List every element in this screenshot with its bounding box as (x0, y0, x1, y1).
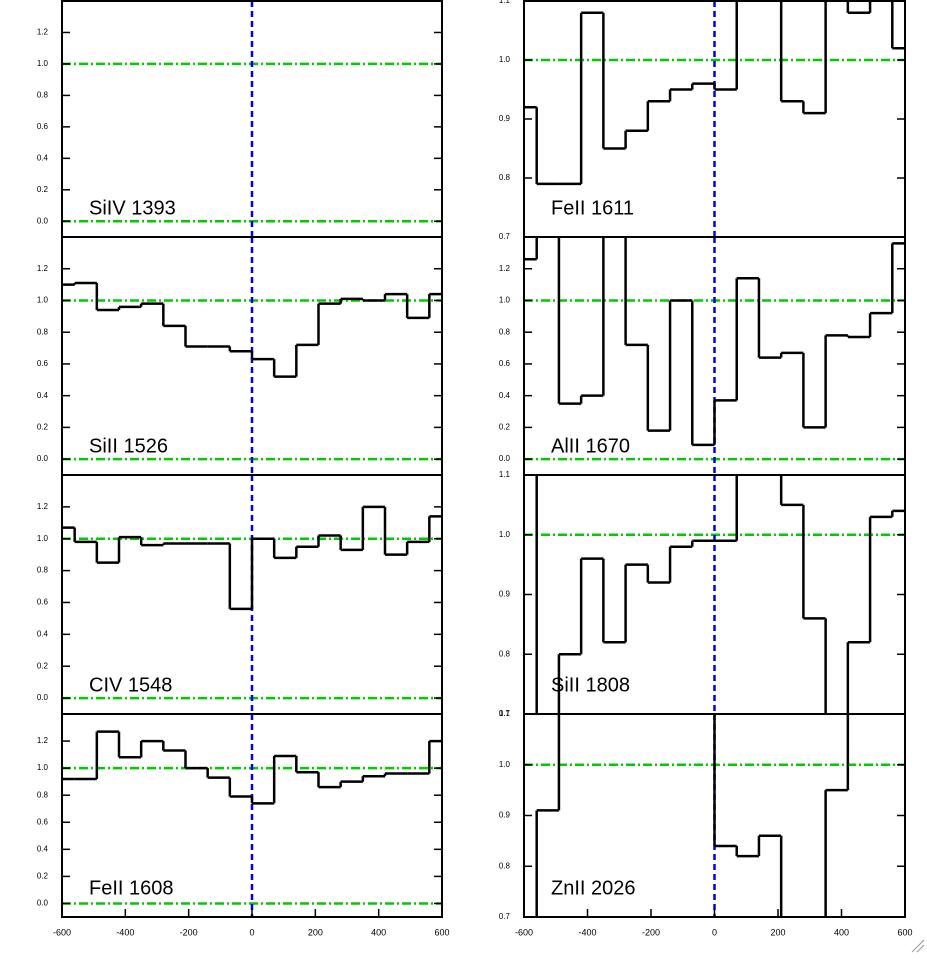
x-tick-label: 400 (371, 927, 386, 937)
y-tick-label: 0.8 (499, 861, 511, 870)
y-tick-label: 0.0 (499, 454, 511, 463)
y-tick-label: 1.0 (499, 296, 511, 305)
y-tick-label: 0.0 (37, 899, 49, 908)
x-tick-label: 600 (434, 927, 449, 937)
data-line (535, 475, 905, 714)
y-tick-label: 1.0 (499, 530, 511, 539)
panel-label: CIV 1548 (89, 674, 172, 696)
y-tick-label: 0.6 (37, 359, 49, 368)
y-tick-label: 1.2 (37, 264, 49, 273)
x-tick-label: -200 (642, 927, 660, 937)
y-tick-label: 0.2 (37, 423, 49, 432)
data-line (524, 1, 905, 186)
y-tick-label: 0.0 (37, 693, 49, 702)
data-line (62, 730, 442, 805)
panel-frame (523, 713, 906, 918)
x-tick-label: 0 (249, 927, 254, 937)
y-tick-label: 0.6 (37, 122, 49, 131)
y-tick-label: 1.0 (37, 296, 49, 305)
y-tick-label: 0.8 (499, 173, 511, 182)
y-tick-label: 0.4 (37, 391, 49, 400)
x-tick-label: -200 (180, 927, 198, 937)
panel-frame (61, 713, 443, 918)
y-tick-label: 0.8 (499, 649, 511, 658)
y-tick-label: 0.2 (37, 661, 49, 670)
panel-label: SiIV 1393 (89, 197, 176, 219)
y-tick-label: 0.9 (499, 114, 511, 123)
y-tick-label: 0.6 (499, 359, 511, 368)
y-tick-label: 1.2 (499, 264, 511, 273)
y-tick-label: 0.8 (37, 327, 49, 336)
y-tick-label: 0.8 (37, 91, 49, 100)
y-tick-label: 0.7 (499, 232, 511, 241)
y-tick-label: 0.6 (37, 817, 49, 826)
y-tick-label: 1.0 (37, 763, 49, 772)
y-tick-label: 1.2 (37, 28, 49, 37)
y-tick-label: 1.1 (499, 709, 511, 718)
x-tick-label: 200 (770, 927, 785, 937)
y-tick-label: 0.0 (37, 216, 49, 225)
panel: 0.0 0.2 0.4 0.6 0.8 1.0 1.2 -600 -400 -200 0 200 400… (37, 713, 450, 937)
y-tick-label: 0.2 (37, 185, 49, 194)
panel-label: AlII 1670 (551, 435, 630, 457)
data-line (62, 505, 442, 611)
x-tick-label: 400 (834, 927, 849, 937)
panel-label: FeII 1608 (89, 877, 174, 899)
y-tick-label: 1.1 (499, 0, 511, 5)
y-tick-label: 0.4 (37, 153, 49, 162)
y-tick-label: 1.0 (499, 760, 511, 769)
y-tick-label: 0.4 (499, 391, 511, 400)
x-tick-label: -400 (116, 927, 134, 937)
y-tick-label: 0.9 (499, 811, 511, 820)
y-tick-label: 1.0 (37, 534, 49, 543)
y-tick-label: 0.7 (499, 709, 511, 718)
panel: 0.0 0.2 0.4 0.6 0.8 1.0 1.2 AlII 1670 (499, 236, 906, 476)
y-tick-label: 0.4 (37, 844, 49, 853)
y-tick-label: 0.8 (499, 327, 511, 336)
y-tick-label: 0.0 (37, 454, 49, 463)
x-tick-label: 200 (308, 927, 323, 937)
x-tick-label: -600 (515, 927, 533, 937)
y-tick-label: 0.2 (37, 872, 49, 881)
resize-grip (911, 939, 925, 953)
y-tick-label: 1.2 (37, 736, 49, 745)
y-tick-label: 0.9 (499, 590, 511, 599)
y-tick-label: 0.7 (499, 912, 511, 921)
panel-label: SiII 1808 (551, 674, 630, 696)
panel: 0.7 0.8 0.9 1.0 1.1 FeII 1611 (499, 0, 906, 241)
data-line (524, 237, 905, 447)
x-tick-label: -400 (578, 927, 596, 937)
data-line (535, 714, 850, 917)
y-tick-label: 0.8 (37, 790, 49, 799)
panel-label: FeII 1611 (551, 197, 634, 219)
x-tick-label: -600 (53, 927, 71, 937)
panel: 0.0 0.2 0.4 0.6 0.8 1.0 1.2 SiIV 1393 (37, 0, 443, 238)
y-tick-label: 0.4 (37, 629, 49, 638)
y-tick-label: 1.1 (499, 470, 511, 479)
data-line (62, 281, 442, 378)
panel: 0.0 0.2 0.4 0.6 0.8 1.0 1.2 CIV 1548 (37, 474, 443, 715)
x-tick-label: 600 (897, 927, 912, 937)
y-tick-label: 1.0 (499, 55, 511, 64)
y-tick-label: 0.2 (499, 423, 511, 432)
y-tick-label: 0.6 (37, 598, 49, 607)
y-tick-label: 1.2 (37, 502, 49, 511)
panel: 0.0 0.2 0.4 0.6 0.8 1.0 1.2 SiII 1526 (37, 236, 443, 476)
panel: 0.7 0.8 0.9 1.0 1.1 SiII 1808 (499, 470, 906, 718)
panel: 0.7 0.8 0.9 1.0 1.1 -600 -400 -200 0 200 400 600 ZnI… (499, 709, 913, 937)
panel-label: ZnII 2026 (551, 877, 636, 899)
y-tick-label: 0.8 (37, 566, 49, 575)
panel-label: SiII 1526 (89, 435, 168, 457)
x-tick-label: 0 (712, 927, 717, 937)
y-tick-label: 1.0 (37, 59, 49, 68)
